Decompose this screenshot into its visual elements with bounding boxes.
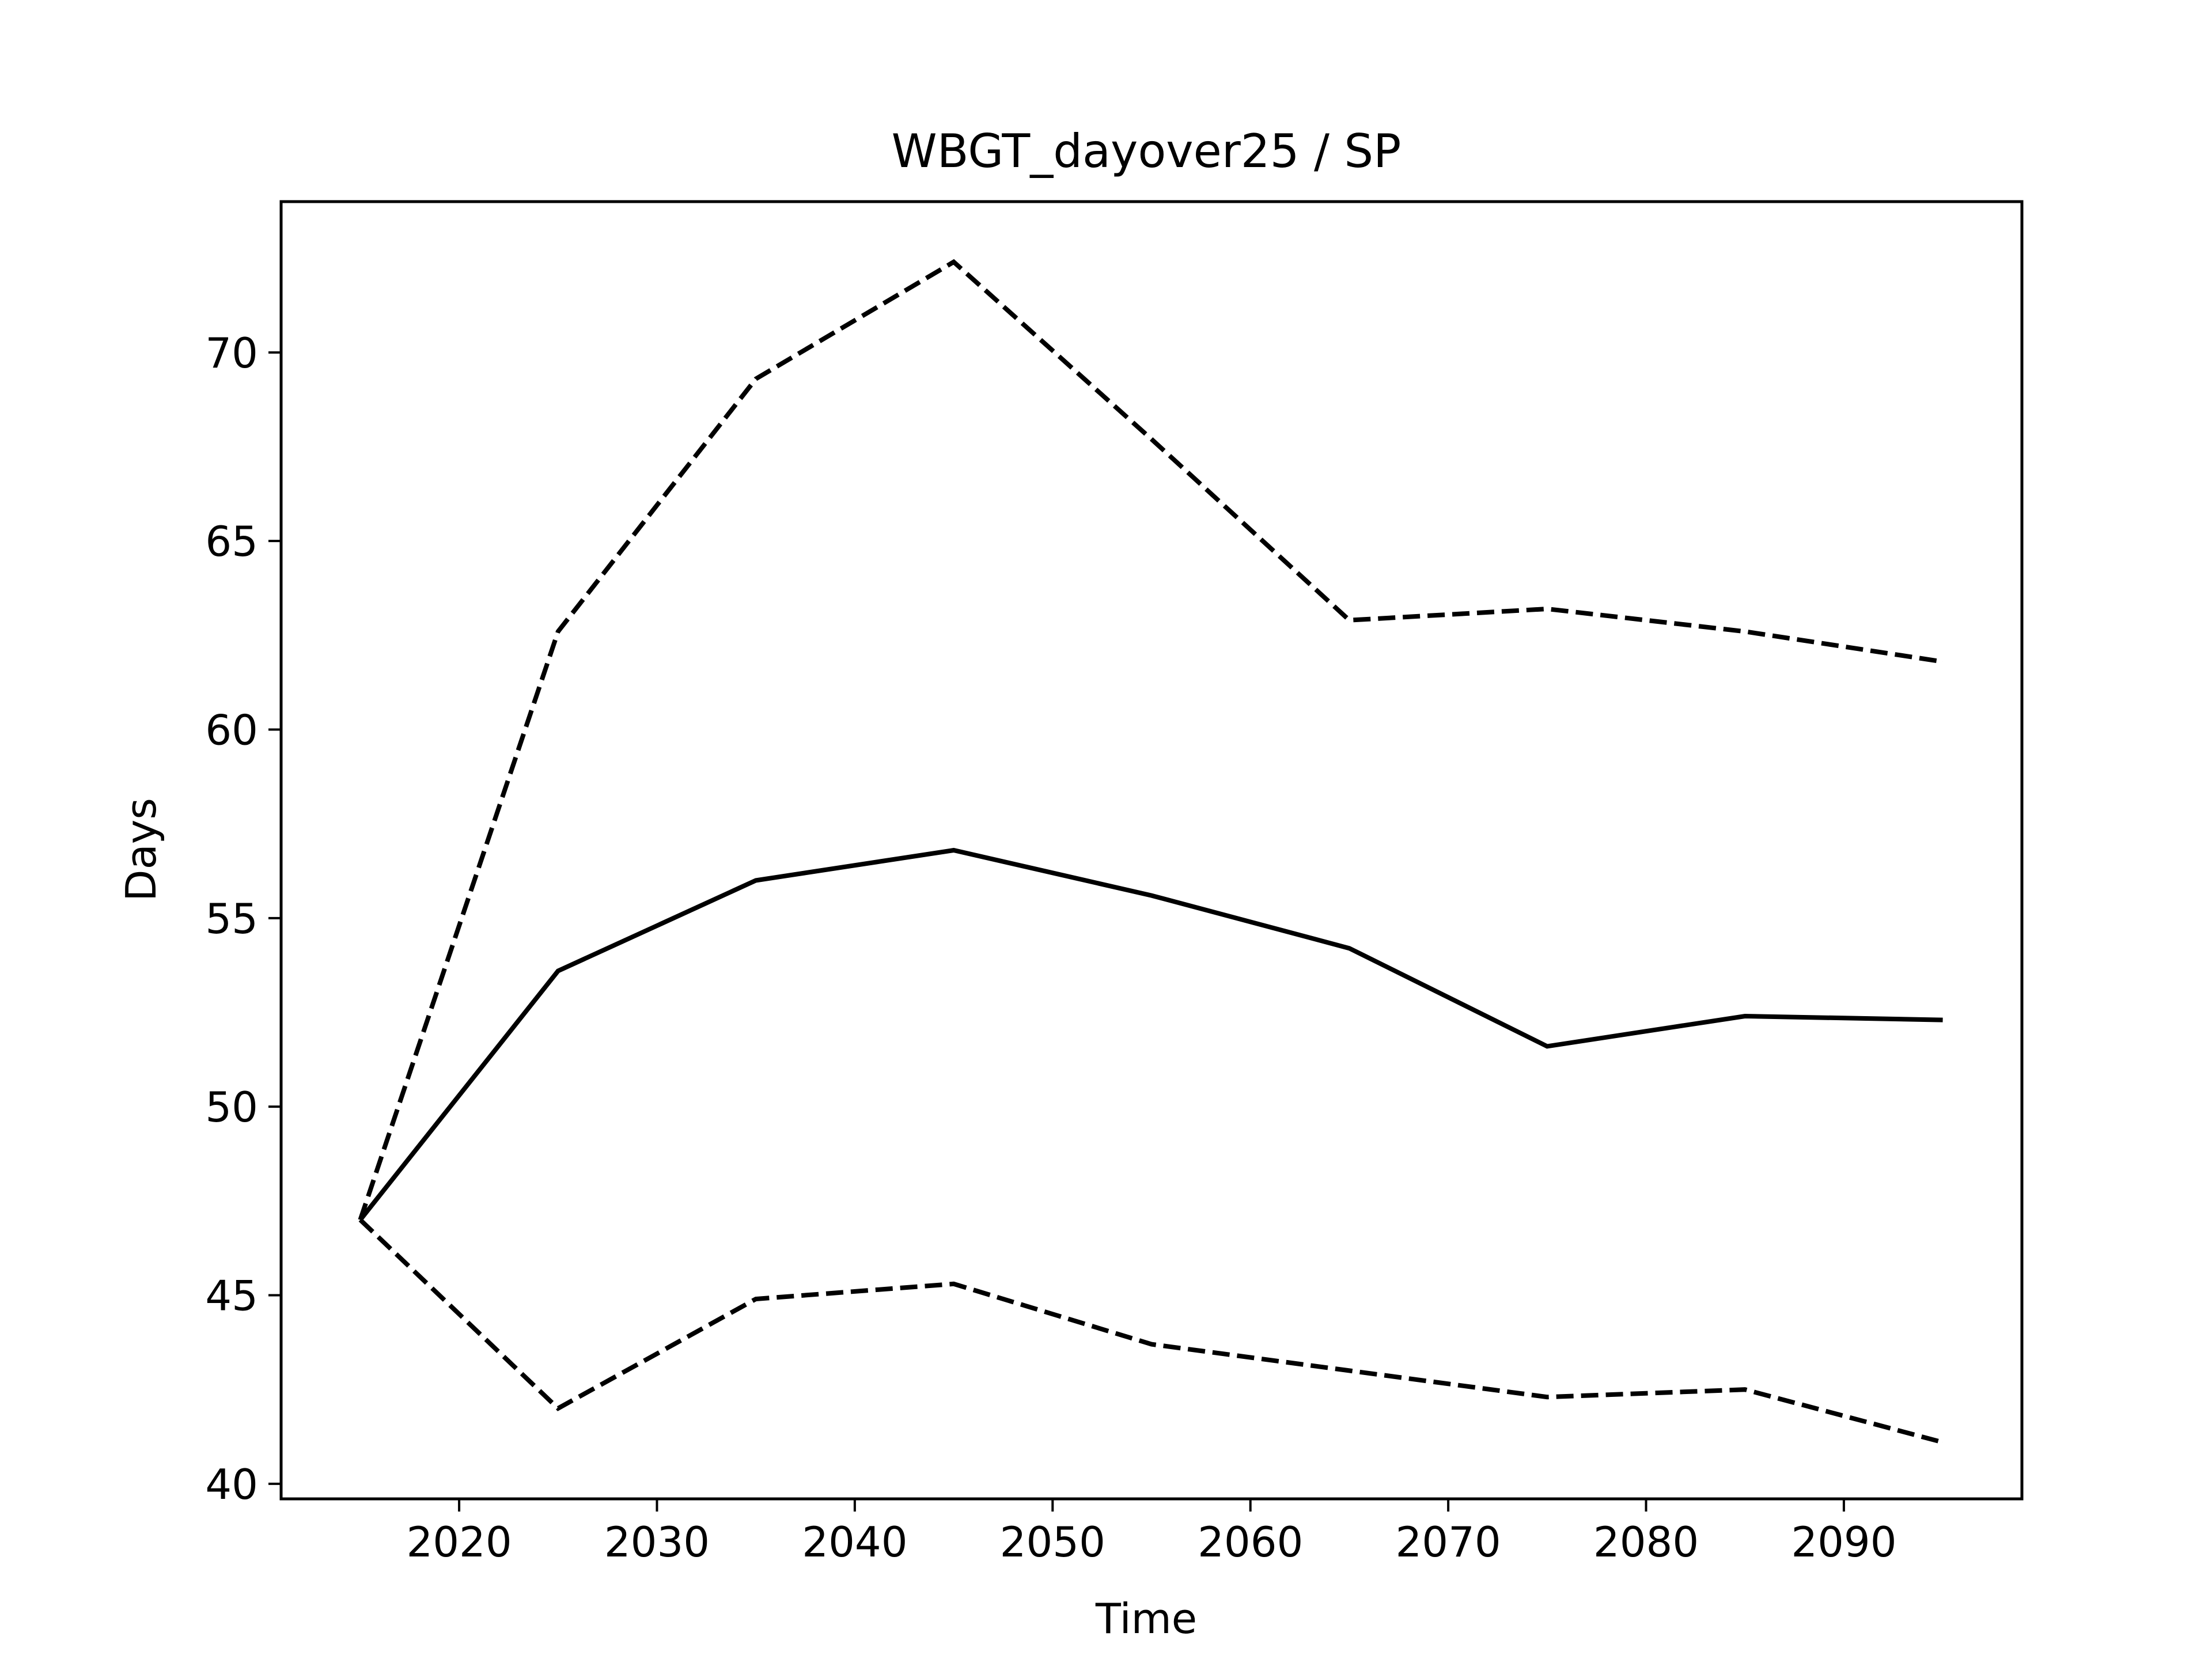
x-axis-label: Time [1095, 1594, 1197, 1643]
x-tick-label: 2090 [1791, 1518, 1896, 1566]
x-tick-label: 2060 [1198, 1518, 1303, 1566]
y-tick-label: 60 [205, 706, 258, 755]
x-tick-label: 2030 [604, 1518, 710, 1566]
x-tick-label: 2020 [406, 1518, 512, 1566]
y-axis: 40 45 50 55 60 65 70 [205, 329, 281, 1509]
y-tick-label: 55 [205, 895, 258, 943]
y-axis-label: Days [117, 798, 165, 902]
x-tick-label: 2080 [1593, 1518, 1699, 1566]
y-tick-label: 70 [205, 329, 258, 377]
y-tick-label: 65 [205, 517, 258, 566]
x-tick-label: 2070 [1395, 1518, 1501, 1566]
series-layer [358, 259, 1944, 1445]
chart-title: WBGT_dayover25 / SP [892, 124, 1402, 178]
x-axis: 2020 2030 2040 2050 2060 2070 2080 2090 [406, 1499, 1897, 1566]
axes-frame [279, 200, 2024, 1501]
y-tick-label: 45 [205, 1271, 258, 1320]
x-tick-label: 2040 [802, 1518, 907, 1566]
y-tick-label: 40 [205, 1460, 258, 1509]
x-tick-label: 2050 [1000, 1518, 1105, 1566]
y-tick-label: 50 [205, 1083, 258, 1131]
